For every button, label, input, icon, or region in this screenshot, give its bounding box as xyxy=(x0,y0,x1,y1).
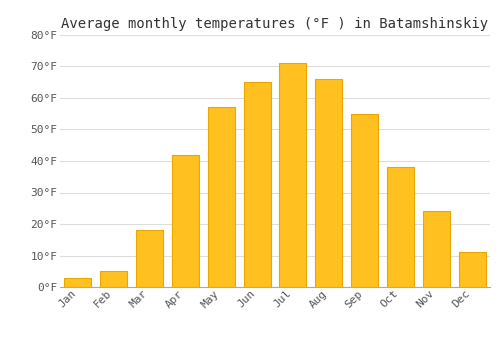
Title: Average monthly temperatures (°F ) in Batamshinskiy: Average monthly temperatures (°F ) in Ba… xyxy=(62,17,488,31)
Bar xyxy=(423,211,450,287)
Bar xyxy=(136,230,163,287)
Bar xyxy=(351,114,378,287)
Bar xyxy=(316,79,342,287)
Bar xyxy=(172,155,199,287)
Bar xyxy=(64,278,92,287)
Bar xyxy=(387,167,414,287)
Bar xyxy=(244,82,270,287)
Bar xyxy=(280,63,306,287)
Bar xyxy=(100,271,127,287)
Bar xyxy=(458,252,485,287)
Bar xyxy=(208,107,234,287)
